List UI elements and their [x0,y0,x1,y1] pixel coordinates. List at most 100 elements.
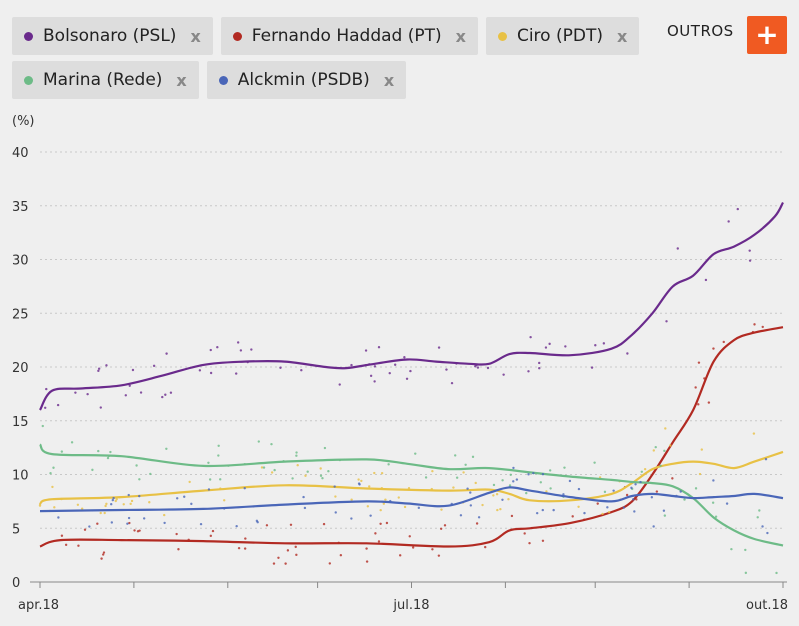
poll-point [606,506,609,509]
poll-point [322,522,326,526]
poll-point [357,478,360,481]
poll-point [548,342,551,346]
chip-label: Ciro (PDT) [516,26,603,46]
poll-point [139,391,143,394]
poll-point [115,498,118,501]
poll-point [455,476,459,479]
y-axis-label: (%) [12,114,35,129]
poll-point [466,487,469,490]
chip-marina[interactable]: Marina (Rede) x [12,61,199,99]
poll-point [373,365,377,368]
y-tick-5: 5 [12,522,20,537]
poll-point [744,571,748,575]
poll-point [272,562,276,565]
chip-label: Alckmin (PSDB) [237,70,370,90]
poll-point [97,369,100,373]
poll-point [397,496,400,499]
poll-point [379,522,382,525]
poll-point [707,401,711,404]
remove-alckmin-icon[interactable]: x [383,70,395,90]
poll-point [761,525,764,528]
poll-point [515,478,519,481]
poll-point [51,485,54,489]
poll-point [730,547,733,551]
poll-point [124,394,127,397]
poll-point [443,524,447,527]
remove-haddad-icon[interactable]: x [455,26,466,46]
poll-point [270,442,273,446]
poll-point [431,548,434,551]
remove-marina-icon[interactable]: x [176,70,187,90]
poll-point [563,466,566,469]
poll-point [190,502,193,506]
poll-point [41,424,44,428]
chip-bolsonaro[interactable]: Bolsonaro (PSL) x [12,17,213,55]
poll-point [176,497,179,500]
chip-alckmin[interactable]: Alckmin (PSDB) x [206,61,407,99]
poll-point [126,522,129,525]
poll-point [109,450,112,454]
poll-point [237,546,241,550]
poll-point [364,349,368,352]
poll-point [339,554,343,557]
poll-point [388,371,391,375]
poll-point [650,496,654,499]
poll-point [398,554,402,557]
y-tick-0: 0 [12,576,20,591]
poll-point [77,544,80,547]
poll-point [528,541,531,545]
chip-label: Fernando Haddad (PT) [251,26,442,46]
legend-row-1: Bolsonaro (PSL) x Fernando Haddad (PT) x… [12,17,652,55]
poll-point [510,514,514,518]
poll-point [161,395,164,399]
poll-point [304,474,307,477]
marina-color-dot [24,75,33,85]
poll-point [257,440,260,443]
alckmin-color-dot [218,75,228,85]
poll-point [593,461,596,464]
legend-chips: Bolsonaro (PSL) x Fernando Haddad (PT) x… [12,17,652,105]
poll-point [437,554,441,557]
poll-point [112,496,115,500]
poll-point [49,472,52,475]
poll-point [527,370,530,373]
poll-point [104,504,107,508]
poll-point [295,553,298,557]
poll-point [217,454,220,457]
poll-point [577,487,581,491]
poll-point [250,348,253,351]
poll-point [459,514,463,517]
poll-point [712,347,715,350]
poll-point [722,340,725,344]
poll-point [53,506,56,509]
poll-point [306,470,309,473]
poll-point [663,449,666,453]
poll-point [495,492,499,496]
poll-point [327,470,330,473]
add-candidate-button[interactable]: + [747,16,787,54]
poll-point [502,373,505,376]
poll-point [198,369,202,372]
poll-point [601,512,604,516]
poll-point [697,403,700,406]
remove-bolsonaro-icon[interactable]: x [190,26,201,46]
poll-point [596,502,599,505]
poll-point [486,366,490,370]
poll-point [507,497,510,501]
poll-point [539,481,542,484]
chip-ciro[interactable]: Ciro (PDT) x [485,17,640,55]
poll-point [753,323,756,326]
remove-ciro-icon[interactable]: x [616,26,628,46]
ciro-color-dot [497,31,507,41]
poll-point [541,539,545,542]
poll-point [127,493,130,497]
poll-point [752,432,756,435]
poll-point [273,468,276,472]
poll-point [277,556,280,559]
poll-point [350,363,353,367]
poll-point [100,557,103,560]
chip-haddad[interactable]: Fernando Haddad (PT) x [220,17,478,55]
poll-point [492,483,496,487]
poll-point [286,549,290,552]
